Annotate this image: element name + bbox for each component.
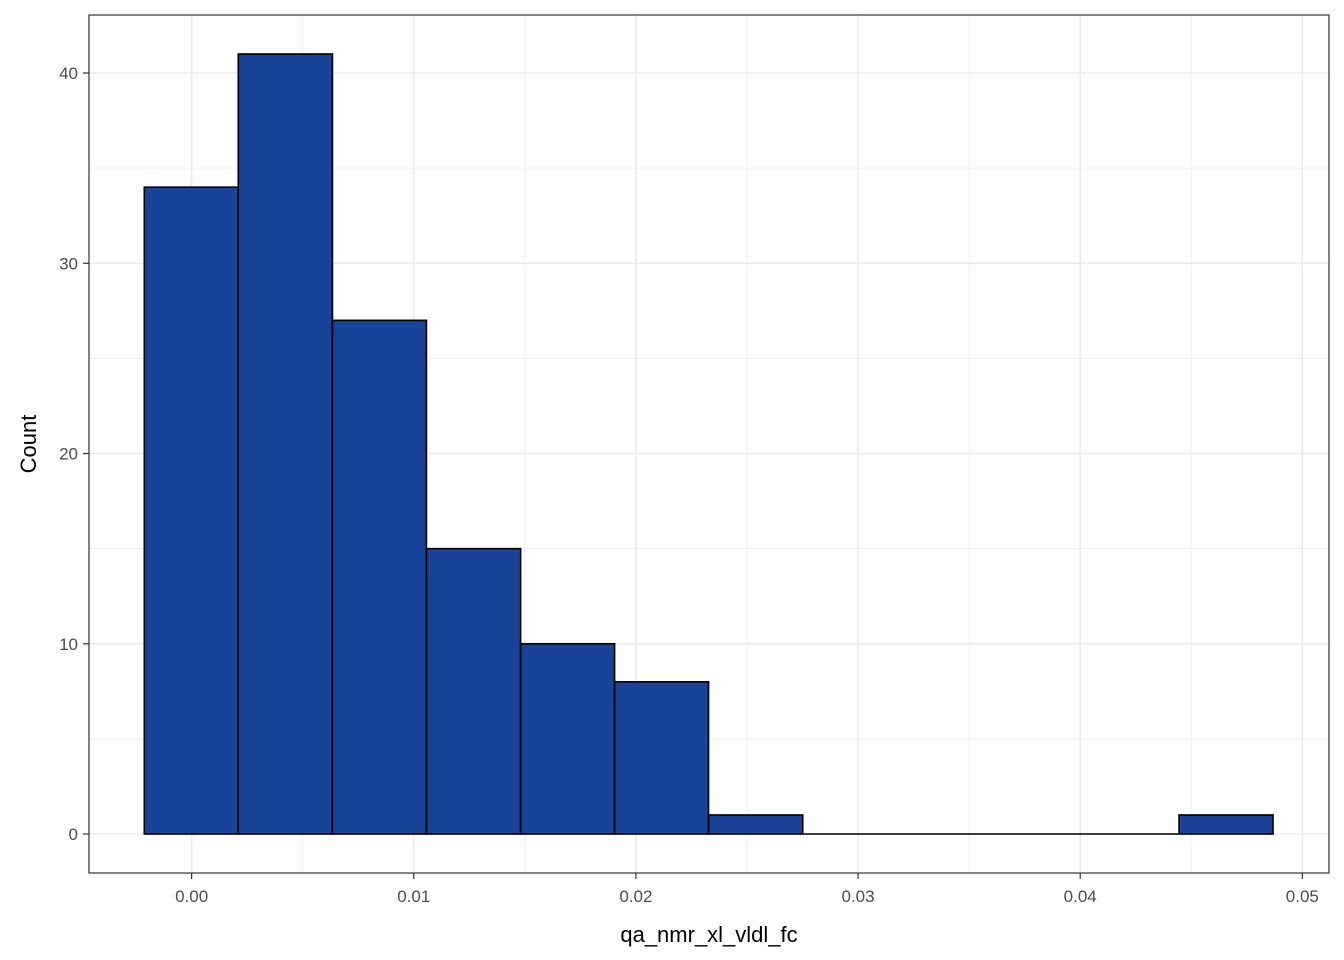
x-axis: 0.00 0.01 0.02 0.03 0.04 0.05 xyxy=(175,873,1319,906)
histogram-bar xyxy=(425,547,522,835)
x-tick-label: 0.03 xyxy=(842,887,875,906)
histogram-bar xyxy=(237,53,334,835)
histogram-bar xyxy=(613,681,710,835)
x-tick-label: 0.02 xyxy=(619,887,652,906)
y-tick-label: 20 xyxy=(59,445,78,464)
y-tick-label: 40 xyxy=(59,64,78,83)
histogram-bar xyxy=(331,319,428,835)
y-axis: 0 10 20 30 40 xyxy=(59,64,89,844)
panel-border xyxy=(88,14,1330,874)
histogram-bars xyxy=(143,53,1274,835)
y-tick-label: 30 xyxy=(59,254,78,273)
x-tick-label: 0.01 xyxy=(397,887,430,906)
histogram-bar xyxy=(1178,814,1274,835)
x-axis-title: qa_nmr_xl_vldl_fc xyxy=(620,922,797,947)
x-tick-label: 0.00 xyxy=(175,887,208,906)
y-tick-label: 10 xyxy=(59,635,78,654)
x-tick-label: 0.04 xyxy=(1064,887,1097,906)
histogram-bar xyxy=(707,814,804,835)
x-tick-label: 0.05 xyxy=(1286,887,1319,906)
y-axis-title: Count xyxy=(16,415,41,474)
histogram-bar xyxy=(143,186,240,835)
y-tick-label: 0 xyxy=(69,825,78,844)
histogram-bar xyxy=(519,642,616,835)
